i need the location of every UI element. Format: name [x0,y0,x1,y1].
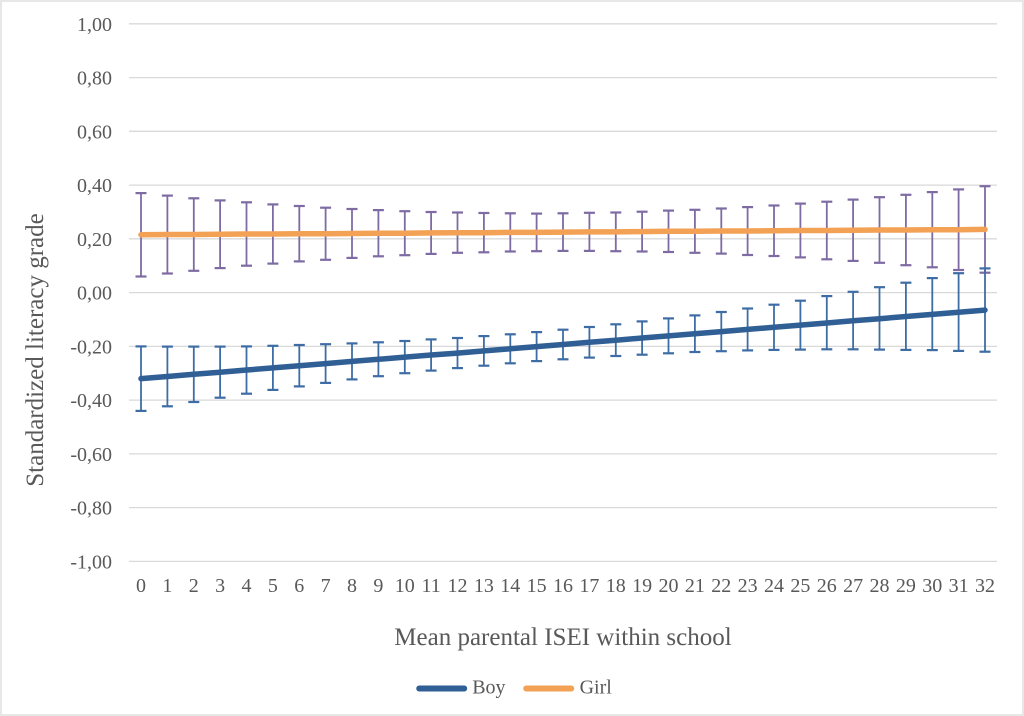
legend-item-boy: Boy [416,676,506,700]
x-tick-label: 0 [136,575,146,597]
x-tick-label: 21 [685,575,705,597]
y-tick-label: 0,60 [77,121,112,143]
gridlines-and-yticks: 1,00 0,80 0,60 0,40 0,20 0,00 -0,20 -0,40 -0,60 -… [70,14,997,573]
x-tick-label: 29 [896,575,916,597]
y-tick-label: 1,00 [77,14,112,36]
xticks: 0 1 2 3 4 5 6 7 8 9 10 11 12 13 14 15 16 17 18 19 20 21 22 23 24… [136,575,995,597]
y-tick-label: 0,00 [77,283,112,305]
x-tick-label: 20 [659,575,679,597]
x-tick-label: 23 [738,575,758,597]
y-tick-label: -0,40 [70,390,112,412]
x-tick-label: 13 [474,575,494,597]
y-tick-label: -0,20 [70,336,112,358]
x-tick-label: 1 [162,575,172,597]
legend-label-boy: Boy [472,676,506,699]
x-tick-label: 16 [553,575,573,597]
legend-swatch-boy [416,685,468,691]
x-tick-label: 22 [711,575,731,597]
x-tick-label: 6 [294,575,304,597]
y-tick-label: -0,80 [70,498,112,520]
x-tick-label: 12 [448,575,468,597]
x-tick-label: 17 [579,575,599,597]
y-tick-label: 0,80 [77,68,112,90]
x-tick-label: 25 [790,575,810,597]
y-axis-title: Standardized literacy grade [22,213,49,487]
x-tick-label: 11 [421,575,440,597]
x-tick-label: 26 [817,575,837,597]
x-axis-title: Mean parental ISEI within school [394,624,732,651]
y-tick-label: -0,60 [70,444,112,466]
x-tick-label: 31 [949,575,969,597]
x-tick-label: 9 [373,575,383,597]
boy-error-bars [135,267,991,412]
y-tick-label: 0,40 [77,175,112,197]
girl-line [138,226,988,238]
legend-label-girl: Girl [579,676,612,699]
x-tick-label: 27 [843,575,863,597]
x-tick-label: 30 [922,575,942,597]
x-tick-label: 14 [500,575,520,597]
x-tick-label: 10 [395,575,415,597]
x-tick-label: 24 [764,575,784,597]
x-tick-label: 2 [189,575,199,597]
x-tick-label: 3 [215,575,225,597]
x-tick-label: 32 [975,575,995,597]
x-tick-label: 5 [268,575,278,597]
boy-line [138,307,988,382]
x-tick-label: 19 [632,575,652,597]
x-tick-label: 15 [527,575,547,597]
x-tick-label: 7 [321,575,331,597]
x-tick-label: 28 [870,575,890,597]
x-tick-label: 4 [242,575,252,597]
x-tick-label: 18 [606,575,626,597]
legend-swatch-girl [523,685,575,691]
y-tick-label: -1,00 [70,551,112,573]
x-tick-label: 8 [347,575,357,597]
y-tick-label: 0,20 [77,229,112,251]
legend: Boy Girl [416,677,612,700]
legend-item-girl: Girl [523,676,612,700]
